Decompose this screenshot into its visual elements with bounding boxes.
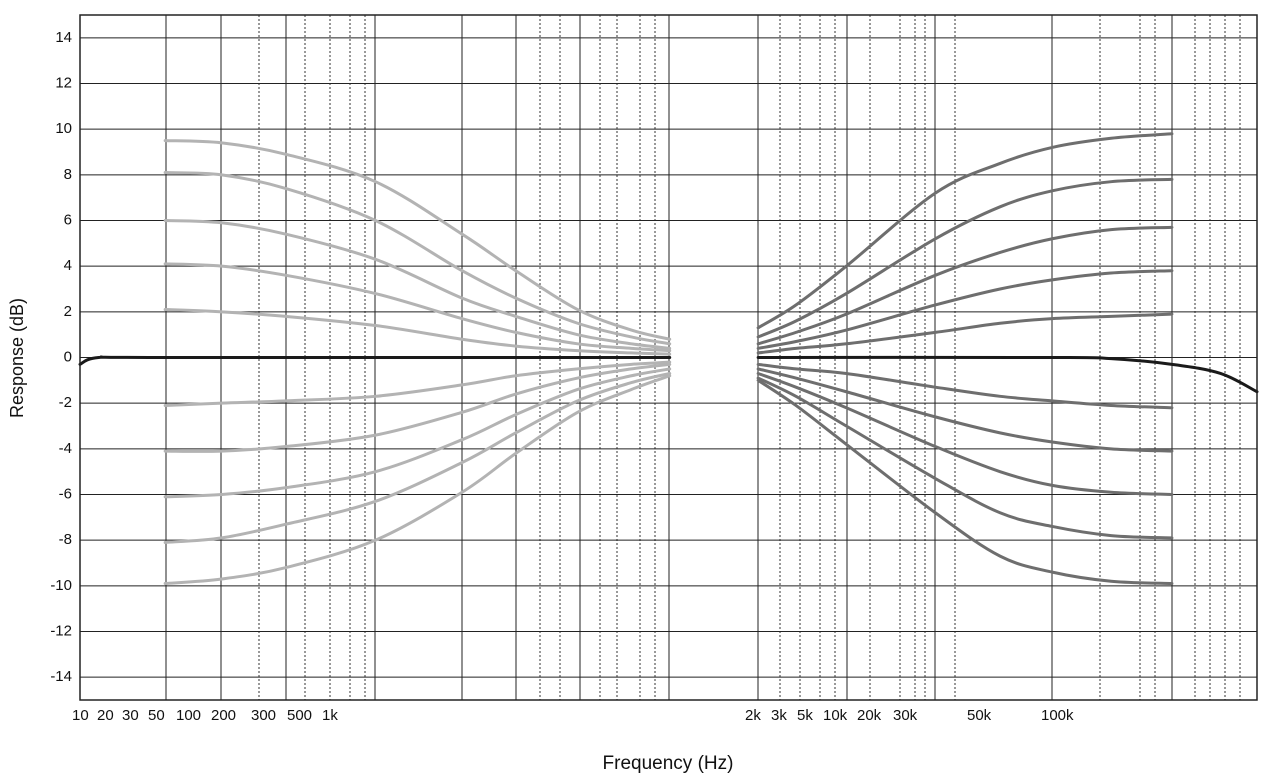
response-curve [163, 171, 672, 346]
y-tick-label: -4 [59, 440, 72, 457]
y-tick-label: 6 [64, 211, 72, 228]
y-tick-label: -6 [59, 485, 72, 502]
curves [78, 132, 1259, 586]
response-curve [163, 262, 672, 353]
response-curve [756, 371, 1174, 496]
response-curve [163, 139, 672, 341]
x-tick-label: 10k [823, 707, 848, 724]
response-curve [163, 367, 672, 499]
response-curve [756, 362, 1174, 410]
grid [80, 15, 1257, 700]
x-tick-label: 3k [771, 707, 787, 724]
x-tick-label: 30k [893, 707, 918, 724]
response-curve [756, 225, 1174, 346]
response-curve [756, 177, 1174, 339]
center-gap [670, 336, 757, 380]
y-tick-label: -14 [50, 668, 72, 685]
y-axis-title: Response (dB) [7, 298, 27, 418]
x-tick-label: 2k [745, 707, 761, 724]
y-tick-label: 0 [64, 348, 72, 365]
y-tick-label: 10 [55, 120, 72, 137]
y-tick-label: -2 [59, 394, 72, 411]
x-tick-label: 50 [148, 707, 165, 724]
y-tick-label: 4 [64, 257, 72, 274]
response-curve [756, 378, 1174, 586]
labels: -14 -12 -10 -8 -6 -4 -2 0 2 4 6 8 10 12 14 10 20 30 50 100 2… [50, 29, 1074, 724]
y-tick-label: 8 [64, 166, 72, 183]
response-curve [756, 132, 1174, 330]
plot-border [79, 14, 1258, 701]
response-curve [163, 308, 672, 356]
x-tick-label: 500 [287, 707, 312, 724]
response-curve [163, 360, 672, 407]
response-curve [163, 219, 672, 350]
y-tick-label: -10 [50, 577, 72, 594]
response-curve [756, 376, 1174, 540]
x-tick-label: 30 [122, 707, 139, 724]
response-curve [756, 367, 1174, 453]
response-curve [756, 312, 1174, 355]
x-tick-label: 100k [1041, 707, 1074, 724]
y-tick-label: -8 [59, 531, 72, 548]
response-curve [163, 371, 672, 544]
x-tick-label: 50k [967, 707, 992, 724]
response-curve [163, 374, 672, 586]
x-tick-label: 20k [857, 707, 882, 724]
y-tick-label: 12 [55, 74, 72, 91]
x-tick-label: 5k [797, 707, 813, 724]
x-tick-label: 10 [72, 707, 89, 724]
response-curve [163, 362, 672, 453]
x-tick-label: 300 [251, 707, 276, 724]
x-tick-label: 100 [176, 707, 201, 724]
y-tick-label: 14 [55, 29, 72, 46]
x-tick-label: 200 [211, 707, 236, 724]
y-tick-label: 2 [64, 303, 72, 320]
x-tick-label: 1k [322, 707, 338, 724]
response-curve [756, 269, 1174, 350]
x-tick-label: 20 [97, 707, 114, 724]
x-axis-title: Frequency (Hz) [603, 753, 734, 774]
response-curve [78, 355, 1259, 394]
y-tick-label: -12 [50, 622, 72, 639]
